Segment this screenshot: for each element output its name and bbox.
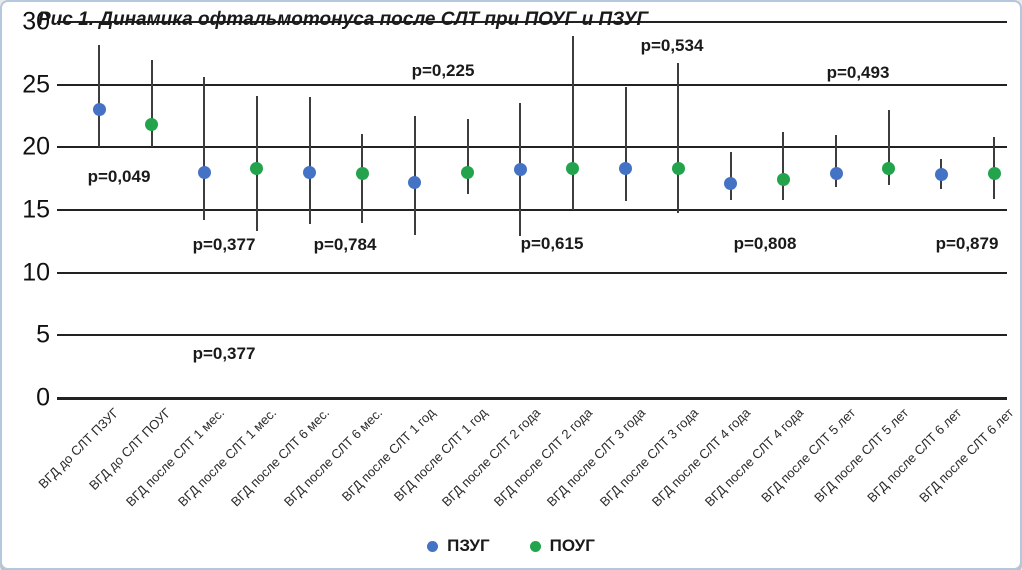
gridline-y-10 (57, 271, 1007, 274)
legend-item-poug: ПОУГ (529, 536, 595, 556)
figure-title: Рис 1. Динамика офтальмотонуса после СЛТ… (38, 9, 649, 30)
y-tick-label: 0 (36, 383, 50, 412)
data-point-poug (882, 162, 896, 176)
legend-label-poug: ПОУГ (549, 536, 595, 555)
y-tick-label: 5 (36, 320, 50, 349)
gridline-y-5 (57, 334, 1007, 337)
x-axis-label: ВГД после СЛТ 4 года (701, 405, 807, 510)
y-tick-label: 10 (22, 258, 50, 287)
data-point-pzug (303, 165, 317, 179)
x-axis-label: ВГД после СЛТ 1 год (390, 405, 491, 505)
x-axis-label: ВГД после СЛТ 5 лет (758, 405, 859, 506)
gridline-y-30 (57, 21, 1007, 23)
p-value-annotation: p=0,784 (313, 235, 377, 254)
data-point-poug (776, 173, 790, 187)
data-point-poug (355, 167, 369, 181)
legend-marker-poug-icon (529, 540, 541, 552)
gridline-y-15 (57, 209, 1007, 211)
error-bar (413, 116, 416, 236)
legend-label-pzug: ПЗУГ (447, 536, 490, 555)
x-axis-label: ВГД после СЛТ 2 года (491, 405, 596, 510)
p-value-annotation: p=0,049 (87, 167, 151, 186)
y-tick-label: 30 (22, 7, 50, 36)
x-axis-label: ВГД после СЛТ 3 года (543, 405, 649, 510)
error-bar (624, 87, 627, 202)
p-value-annotation: p=0,493 (826, 63, 890, 82)
gridline-y-20 (57, 146, 1007, 149)
gridline-y-25 (57, 83, 1007, 86)
error-bar (782, 132, 785, 200)
data-point-pzug (724, 177, 738, 191)
error-bar (203, 77, 206, 221)
y-tick-label: 15 (22, 195, 50, 224)
error-bar (835, 134, 838, 188)
p-value-annotation: p=0,377 (192, 344, 256, 363)
data-point-poug (250, 162, 264, 176)
x-axis-label: ВГД после СЛТ 5 лет (811, 405, 912, 506)
data-point-pzug (619, 162, 632, 176)
error-bar (571, 35, 574, 210)
x-axis-label: ВГД после СЛТ 3 года (596, 405, 701, 510)
data-point-poug (987, 167, 1001, 181)
p-value-annotation: p=0,615 (520, 234, 584, 253)
data-point-pzug (934, 168, 948, 182)
x-axis-label: ВГД после СЛТ 6 мес. (280, 405, 385, 510)
data-point-poug (671, 162, 685, 176)
legend-marker-pzug-icon (427, 540, 439, 552)
error-bar (729, 152, 732, 200)
data-point-pzug (513, 163, 527, 177)
p-value-annotation: p=0,377 (192, 235, 256, 254)
gridline-y-0 (57, 396, 1007, 400)
x-axis-label: ВГД после СЛТ 1 мес. (122, 405, 227, 510)
x-axis-label: ВГД после СЛТ 6 мес. (227, 405, 333, 510)
data-point-poug (566, 162, 580, 176)
p-value-annotation: p=0,225 (411, 61, 475, 80)
data-point-pzug (92, 103, 106, 117)
data-point-poug (461, 165, 475, 179)
x-axis-label: ВГД после СЛТ 1 мес. (175, 405, 280, 510)
y-tick-label: 20 (22, 132, 50, 161)
data-point-pzug (829, 167, 843, 181)
legend-item-pzug: ПЗУГ (427, 536, 490, 556)
error-bar (677, 63, 680, 213)
data-point-poug (145, 118, 159, 132)
data-point-pzug (408, 175, 422, 189)
error-bar (308, 97, 311, 224)
error-bar (98, 44, 100, 148)
x-axis-label: ВГД после СЛТ 2 года (438, 405, 543, 510)
error-bar (466, 118, 469, 194)
chart-legend: ПЗУГ ПОУГ (2, 536, 1020, 556)
data-point-pzug (197, 165, 211, 179)
x-axis-label: ВГД после СЛТ 4 года (649, 405, 754, 510)
x-axis-label: ВГД после СЛТ 6 лет (863, 405, 965, 506)
error-bar (150, 59, 153, 148)
x-axis-label: ВГД после СЛТ 6 лет (916, 405, 1017, 506)
p-value-annotation: p=0,534 (640, 36, 704, 55)
p-value-annotation: p=0,808 (733, 234, 797, 253)
p-value-annotation: p=0,879 (935, 234, 999, 253)
error-bar (887, 109, 890, 185)
x-axis-label: ВГД после СЛТ 1 год (338, 405, 438, 505)
y-tick-label: 25 (22, 70, 50, 99)
